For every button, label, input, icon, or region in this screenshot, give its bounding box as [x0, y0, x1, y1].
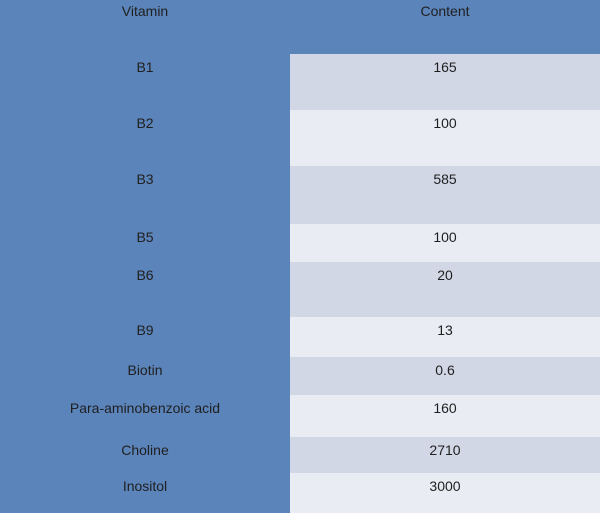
content-value-cell: 2710: [290, 437, 600, 473]
content-value-cell: 165: [290, 54, 600, 110]
vitamin-label-cell: B5: [136, 229, 154, 245]
content-value-cell: 20: [290, 262, 600, 317]
vitamin-label-cell: B2: [136, 115, 154, 131]
vitamin-label-cell: Inositol: [122, 478, 168, 494]
content-value-cell: 100: [290, 224, 600, 262]
table-row: B3 585: [0, 166, 600, 224]
vitamin-label-cell: B6: [136, 267, 154, 283]
table-body: B1 165 B2 100 B3 585 B5 100 B6 20 B9 13 …: [0, 54, 600, 513]
table-row: B6 20: [0, 262, 600, 317]
table-row: Inositol 3000: [0, 473, 600, 513]
vitamin-label-cell: Choline: [121, 442, 169, 458]
content-value-cell: 0.6: [290, 357, 600, 395]
vitamin-label-cell: Biotin: [127, 362, 163, 378]
table-row: B5 100: [0, 224, 600, 262]
table-row: Biotin 0.6: [0, 357, 600, 395]
table-row: B2 100: [0, 110, 600, 166]
table-row: B1 165: [0, 54, 600, 110]
content-value-cell: 585: [290, 166, 600, 224]
table-row: B9 13: [0, 317, 600, 357]
table-header-row: Vitamin Content: [0, 0, 600, 54]
content-value-cell: 13: [290, 317, 600, 357]
table-row: Choline 2710: [0, 437, 600, 473]
vitamin-label-cell: B9: [136, 322, 154, 338]
column-header-content: Content: [420, 3, 470, 19]
vitamin-label-cell: B3: [136, 171, 154, 187]
content-value-cell: 160: [290, 395, 600, 437]
table-row: Para-aminobenzoic acid 160: [0, 395, 600, 437]
vitamin-label-cell: Para-aminobenzoic acid: [69, 400, 221, 416]
content-value-cell: 100: [290, 110, 600, 166]
vitamin-label-cell: B1: [136, 59, 154, 75]
content-value-cell: 3000: [290, 473, 600, 513]
column-header-vitamin: Vitamin: [121, 3, 169, 19]
